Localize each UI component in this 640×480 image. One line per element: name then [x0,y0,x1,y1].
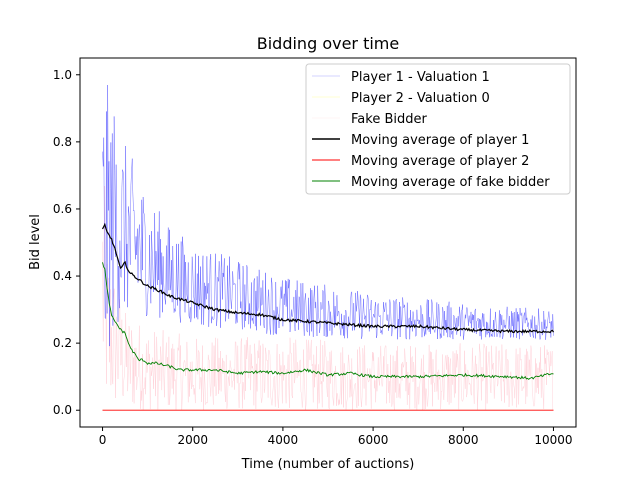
legend-label-player-1-valuation-1: Player 1 - Valuation 1 [351,70,490,85]
moving-average-of-player-1-line [101,222,555,334]
legend-label-player-2-valuation-0: Player 2 - Valuation 0 [351,91,490,106]
x-tick-label: 6000 [358,433,389,447]
moving-average-lines [101,222,555,411]
legend-label-moving-average-of-player-2: Moving average of player 2 [351,154,529,169]
legend-box [305,63,571,195]
y-tick-label: 0.2 [53,336,72,350]
raw-series-player-1-valuation-1 [102,84,554,347]
y-tick-label: 0.0 [53,403,72,417]
x-tick-label: 10000 [534,433,572,447]
chart-title: Bidding over time [257,34,399,53]
raw-series-fake-bidder [102,185,554,411]
y-tick-label: 0.4 [53,269,72,283]
plot-frame [79,57,577,428]
y-tick-label: 1.0 [53,68,72,82]
x-tick-label: 4000 [268,433,299,447]
y-axis-label: Bid level [28,214,43,270]
x-tick-label: 2000 [177,433,208,447]
legend: Player 1 - Valuation 1 Player 2 - Valuati… [305,63,571,195]
x-axis: 0 2000 4000 6000 8000 10000 [99,427,573,447]
y-tick-label: 0.6 [53,202,72,216]
moving-average-of-fake-bidder-line [102,262,554,380]
x-axis-label: Time (number of auctions) [241,457,415,472]
legend-label-fake-bidder: Fake Bidder [351,112,427,127]
x-tick-label: 8000 [448,433,479,447]
y-tick-label: 0.8 [53,135,72,149]
y-axis: 0.0 0.2 0.4 0.6 0.8 1.0 [53,68,80,417]
x-tick-label: 0 [99,433,107,447]
legend-label-moving-average-of-player-1: Moving average of player 1 [351,133,529,148]
legend-label-moving-average-of-fake-bidder: Moving average of fake bidder [351,175,550,190]
